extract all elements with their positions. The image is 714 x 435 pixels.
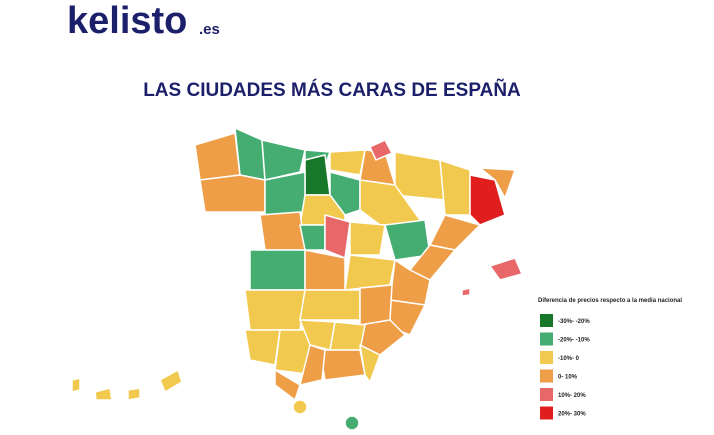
province — [394, 151, 446, 201]
province — [244, 289, 306, 331]
legend-label: -20%- -10% — [558, 338, 590, 344]
province — [194, 132, 241, 181]
logo-suffix: .es — [199, 21, 220, 38]
legend-label: 10%- 20% — [558, 393, 586, 399]
province — [249, 249, 306, 291]
province — [261, 139, 306, 181]
title: LAS CIUDADES MÁS CARAS DE ESPAÑA — [143, 79, 521, 101]
province — [159, 369, 183, 393]
province — [359, 284, 393, 326]
legend-label: -10%- 0 — [558, 356, 580, 362]
province — [329, 149, 366, 176]
legend-title: Diferencia de precios respecto a la medi… — [538, 298, 682, 304]
legend-swatch — [540, 369, 553, 383]
province — [234, 127, 266, 181]
province — [369, 139, 393, 161]
province — [461, 287, 471, 297]
province — [329, 171, 361, 216]
legend-swatch — [540, 314, 553, 327]
province — [259, 211, 306, 251]
province — [299, 344, 326, 386]
legend-swatch — [540, 388, 553, 401]
province — [304, 154, 331, 196]
province — [71, 377, 81, 393]
province — [94, 387, 113, 401]
province — [299, 289, 361, 321]
map — [71, 127, 523, 431]
province — [359, 344, 381, 383]
legend-swatch — [540, 406, 553, 420]
legend-swatch — [540, 351, 553, 364]
province — [469, 174, 506, 226]
province — [479, 167, 516, 199]
province — [127, 387, 141, 401]
legend-label: 0- 10% — [558, 375, 578, 381]
logo: kelisto — [67, 0, 187, 42]
melilla — [344, 415, 360, 431]
province — [429, 214, 481, 251]
legend-label: -30%- -20% — [558, 319, 590, 325]
province — [264, 171, 306, 216]
legend-swatch — [540, 332, 553, 346]
province — [319, 349, 366, 381]
province — [244, 329, 281, 366]
ceuta — [292, 399, 308, 415]
legend: -30%- -20% -20%- -10% -10%- 0 0- 10% 10%- 20… — [540, 314, 590, 420]
province — [324, 214, 351, 259]
province — [274, 369, 301, 401]
province — [299, 224, 326, 251]
province — [489, 257, 523, 281]
province — [199, 174, 266, 213]
province — [349, 221, 386, 256]
legend-label: 20%- 30% — [558, 412, 586, 418]
province — [439, 159, 471, 216]
